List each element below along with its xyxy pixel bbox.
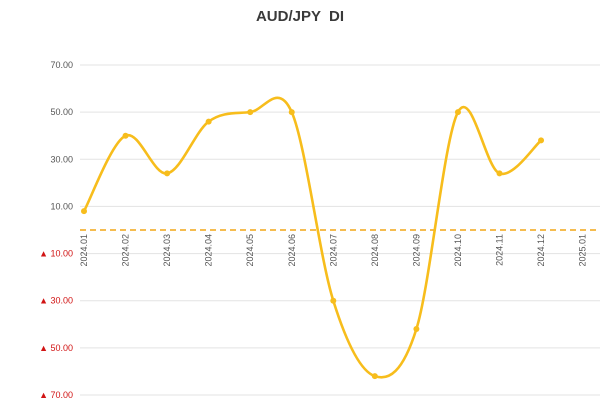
x-tick-label: 2024.05 [245,234,255,267]
data-point [122,132,129,139]
data-point [371,373,378,380]
x-tick-label: 2024.07 [328,234,338,267]
series-line [82,96,543,379]
data-point [413,326,420,332]
x-tick-label: 2024.03 [162,234,172,267]
y-tick-label: ▲ 50.00 [39,343,73,353]
chart-title: AUD/JPY DI [255,8,345,25]
x-tick-label: 2024.10 [453,234,463,267]
data-point [81,208,87,215]
x-tick-label: 2024.11 [495,234,505,266]
y-tick-label: ▲ 70.00 [39,390,73,400]
data-point [538,137,545,144]
data-point [205,118,212,125]
y-tick-label: 10.00 [50,201,73,211]
y-tick-label: 30.00 [50,154,73,164]
data-points [81,109,545,380]
data-point [454,109,461,116]
data-point [496,170,503,177]
x-tick-label: 2024.12 [536,234,546,267]
x-tick-label: 2025.01 [578,234,588,267]
x-tick-label: 2024.08 [370,234,380,267]
y-tick-label: ▲ 10.00 [39,249,73,259]
data-point [330,297,337,304]
x-tick-label: 2024.06 [287,234,297,267]
gridlines [80,64,600,396]
y-tick-label: 50.00 [50,107,73,117]
data-point [164,170,171,177]
x-tick-label: 2024.02 [121,234,131,267]
series [82,96,543,379]
y-axis-ticks: 70.00 50.00 30.00 10.00 ▲ 10.00 ▲ 30.00 ▲ 50.0… [39,60,73,400]
y-tick-label: 70.00 [50,60,73,70]
data-point [288,109,295,116]
x-tick-label: 2024.09 [411,234,421,267]
x-axis-ticks: 2024.01 2024.02 2024.03 2024.04 2024.05 2024.… [79,234,588,267]
data-point [247,109,254,116]
y-tick-label: ▲ 30.00 [39,296,73,306]
x-tick-label: 2024.01 [79,234,89,267]
x-tick-label: 2024.04 [204,234,214,267]
